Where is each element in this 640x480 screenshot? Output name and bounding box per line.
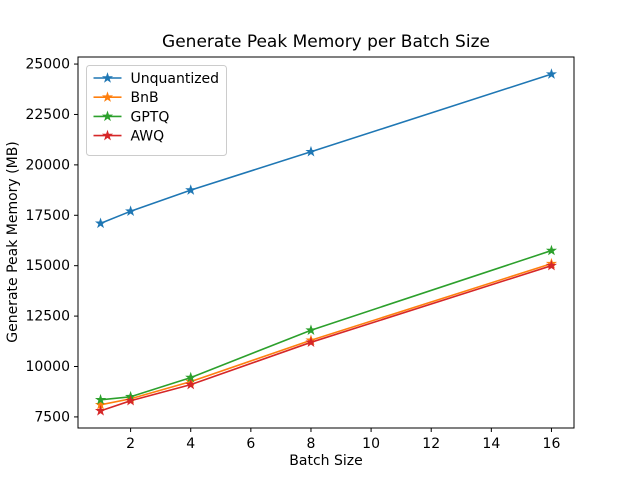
legend-item-awq: AWQ	[93, 129, 165, 145]
data-point-marker-unquantized	[185, 184, 197, 195]
data-point-marker-awq	[185, 378, 197, 390]
data-point-marker-unquantized	[545, 68, 558, 79]
data-point-marker-unquantized	[125, 205, 137, 216]
data-point-marker-awq	[94, 405, 107, 416]
data-point-marker-gptq	[545, 244, 558, 256]
x-tick-label: 6	[246, 436, 255, 452]
series-line-gptq	[99, 249, 553, 401]
legend-label: BnB	[131, 90, 159, 106]
chart-title: Generate Peak Memory per Batch Size	[162, 32, 490, 52]
data-point-marker-awq	[125, 394, 137, 406]
y-tick-label: 20000	[25, 157, 70, 173]
legend-label: Unquantized	[131, 71, 220, 87]
legend-item-bnb: BnB	[93, 90, 159, 106]
x-axis-label: Batch Size	[289, 453, 362, 469]
y-axis-label: Generate Peak Memory (MB)	[5, 141, 21, 343]
x-tick-label: 16	[543, 436, 561, 452]
x-tick-label: 10	[362, 436, 380, 452]
y-tick-label: 22500	[25, 107, 70, 123]
y-tick-label: 7500	[34, 409, 70, 425]
legend: Unquantized BnB GPTQ AWQ	[86, 65, 227, 156]
x-tick-label: 2	[126, 436, 135, 452]
legend-label: GPTQ	[131, 109, 170, 125]
x-tick-label: 14	[482, 436, 500, 452]
x-tick-label: 8	[307, 436, 316, 452]
y-tick-label: 25000	[25, 57, 70, 73]
plot-area: 2 4 6 8 10 12 14 16 7500 10000 12500 15000 17500 2000…	[25, 56, 575, 452]
x-tick-label: 4	[186, 436, 195, 452]
legend-marker-icon	[101, 110, 114, 122]
series-line-awq	[99, 264, 553, 412]
legend-marker-icon	[101, 91, 114, 102]
legend-marker-icon	[101, 129, 114, 141]
legend-item-gptq: GPTQ	[93, 109, 170, 125]
data-point-marker-awq	[545, 259, 558, 271]
axes-frame	[77, 56, 575, 429]
legend-label: AWQ	[131, 129, 165, 145]
data-point-marker-unquantized	[94, 217, 107, 229]
data-point-marker-gptq	[94, 393, 107, 405]
data-point-marker-gptq	[305, 324, 317, 335]
data-point-marker-unquantized	[305, 145, 317, 157]
y-tick-label: 17500	[25, 208, 70, 224]
legend-marker-icon	[101, 72, 114, 83]
y-tick-label: 15000	[25, 258, 70, 274]
series-line-bnb	[99, 262, 553, 406]
y-tick-label: 12500	[25, 309, 70, 325]
legend-box	[86, 65, 227, 156]
legend-item-unquantized: Unquantized	[93, 71, 220, 87]
x-tick-label: 12	[422, 436, 440, 452]
y-tick-label: 10000	[25, 359, 70, 375]
data-point-marker-awq	[305, 336, 317, 348]
